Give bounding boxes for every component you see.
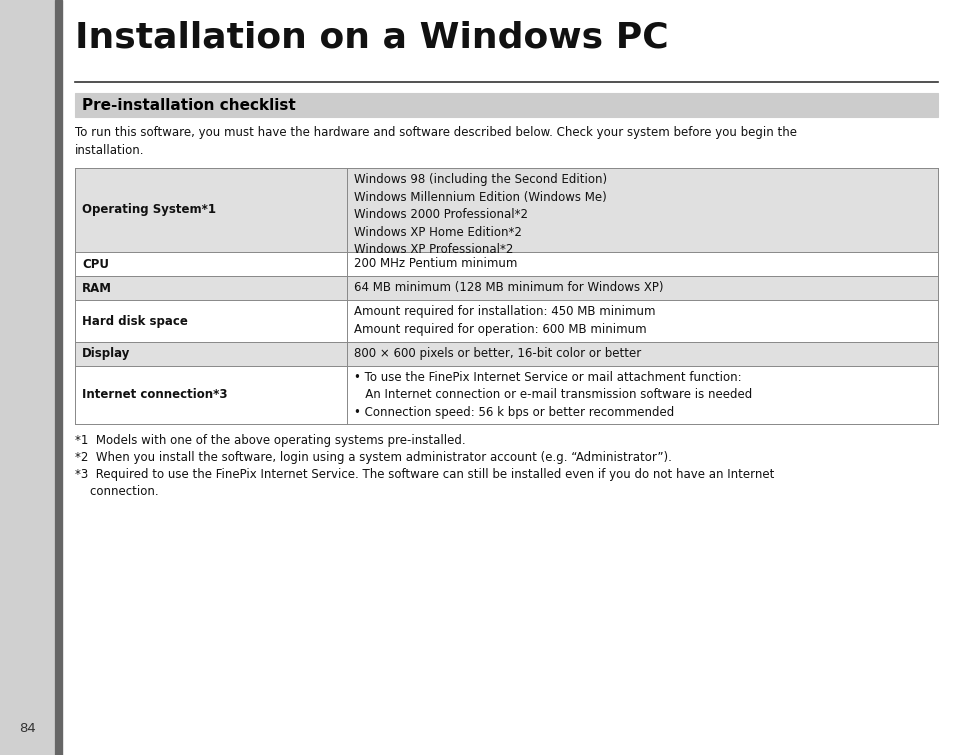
Bar	[75, 366, 937, 424]
Text: 800 × 600 pixels or better, 16-bit color or better: 800 × 600 pixels or better, 16-bit color…	[354, 347, 640, 360]
Bar	[55, 0, 62, 755]
Text: *2  When you install the software, login using a system administrator account (e: *2 When you install the software, login …	[75, 451, 671, 464]
Text: Display: Display	[82, 347, 131, 360]
Text: Windows 98 (including the Second Edition)
Windows Millennium Edition (Windows Me: Windows 98 (including the Second Edition…	[354, 173, 606, 256]
Bar	[75, 252, 937, 276]
Text: *1  Models with one of the above operating systems pre-installed.: *1 Models with one of the above operatin…	[75, 434, 465, 447]
Text: Operating System*1: Operating System*1	[82, 204, 215, 217]
Text: Amount required for installation: 450 MB minimum
Amount required for operation: : Amount required for installation: 450 MB…	[354, 305, 655, 335]
Text: Internet connection*3: Internet connection*3	[82, 389, 227, 402]
Text: • To use the FinePix Internet Service or mail attachment function:
   An Interne: • To use the FinePix Internet Service or…	[354, 371, 751, 419]
Text: 64 MB minimum (128 MB minimum for Windows XP): 64 MB minimum (128 MB minimum for Window…	[354, 281, 662, 294]
Text: 84: 84	[20, 722, 36, 735]
Bar	[75, 276, 937, 300]
Bar	[75, 168, 937, 252]
Text: Installation on a Windows PC: Installation on a Windows PC	[75, 20, 668, 54]
Text: Pre-installation checklist: Pre-installation checklist	[82, 97, 295, 112]
Bar	[75, 300, 937, 342]
Text: To run this software, you must have the hardware and software described below. C: To run this software, you must have the …	[75, 126, 796, 156]
Bar	[0, 0, 55, 755]
Text: CPU: CPU	[82, 257, 109, 270]
Text: *3  Required to use the FinePix Internet Service. The software can still be inst: *3 Required to use the FinePix Internet …	[75, 468, 774, 498]
Bar	[75, 342, 937, 366]
Text: Hard disk space: Hard disk space	[82, 315, 188, 328]
Bar	[75, 93, 937, 117]
Text: 200 MHz Pentium minimum: 200 MHz Pentium minimum	[354, 257, 517, 270]
Text: RAM: RAM	[82, 282, 112, 294]
